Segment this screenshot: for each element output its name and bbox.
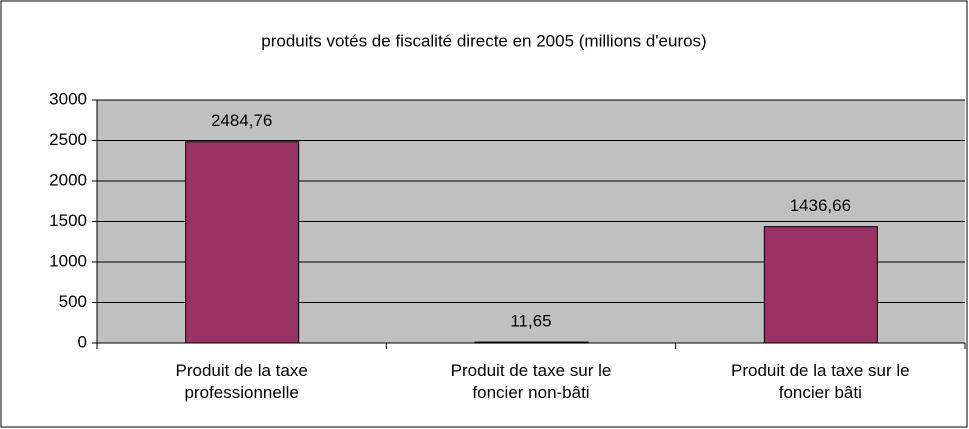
x-tick-label: Produit de taxe sur le foncier non-bâti <box>450 361 612 402</box>
chart-title: produits votés de fiscalité directe en 2… <box>261 31 706 50</box>
x-tick-label-box: Produit de la taxe professionnelle <box>175 361 308 402</box>
x-tick-label-box: Produit de taxe sur le foncier non-bâti <box>450 361 612 402</box>
y-tick-label: 500 <box>59 292 87 311</box>
y-tick-label: 3000 <box>49 89 87 108</box>
bar <box>763 226 878 344</box>
data-label: 2484,76 <box>211 111 272 130</box>
x-tick-label: Produit de la taxe professionnelle <box>175 361 308 402</box>
x-tick-label: Produit de la taxe sur le foncier bâti <box>731 361 910 402</box>
y-tick-label: 1000 <box>49 251 87 270</box>
x-tick-label-box: Produit de la taxe sur le foncier bâti <box>731 361 910 402</box>
y-tick-label: 2500 <box>49 130 87 149</box>
data-label: 1436,66 <box>790 196 851 215</box>
y-tick-label: 1500 <box>49 211 87 230</box>
y-tick-label: 0 <box>78 332 87 351</box>
data-label: 11,65 <box>510 312 551 331</box>
bar <box>185 141 300 344</box>
y-tick-label: 2000 <box>49 170 87 189</box>
bar <box>474 341 589 344</box>
